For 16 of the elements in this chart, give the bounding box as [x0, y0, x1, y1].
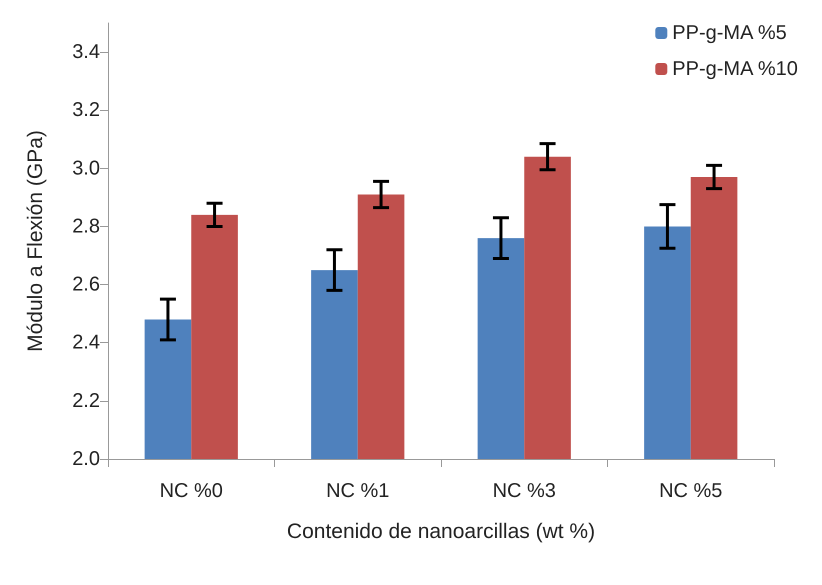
- legend-label: PP-g-MA %5: [672, 22, 787, 44]
- y-tick-label: 2.0: [72, 448, 100, 470]
- x-tick-label: NC %1: [326, 480, 390, 502]
- x-tick-label: NC %3: [492, 480, 556, 502]
- y-axis-title: Módulo a Flexión (GPa): [24, 130, 47, 352]
- x-tick-label: NC %0: [160, 480, 223, 502]
- y-tick-label: 3.4: [72, 41, 100, 64]
- y-tick-label: 3.0: [72, 157, 100, 180]
- x-axis-title: Contenido de nanoarcillas (wt %): [286, 520, 596, 543]
- y-tick-label: 2.6: [72, 274, 100, 296]
- y-tick-label: 2.8: [72, 215, 100, 238]
- x-tick-label: NC %5: [659, 480, 722, 502]
- y-tick-label: 2.2: [72, 390, 100, 412]
- legend-label: PP-g-MA %10: [672, 58, 798, 80]
- y-tick-label: 2.4: [72, 332, 100, 354]
- y-tick-label: 3.2: [72, 99, 100, 122]
